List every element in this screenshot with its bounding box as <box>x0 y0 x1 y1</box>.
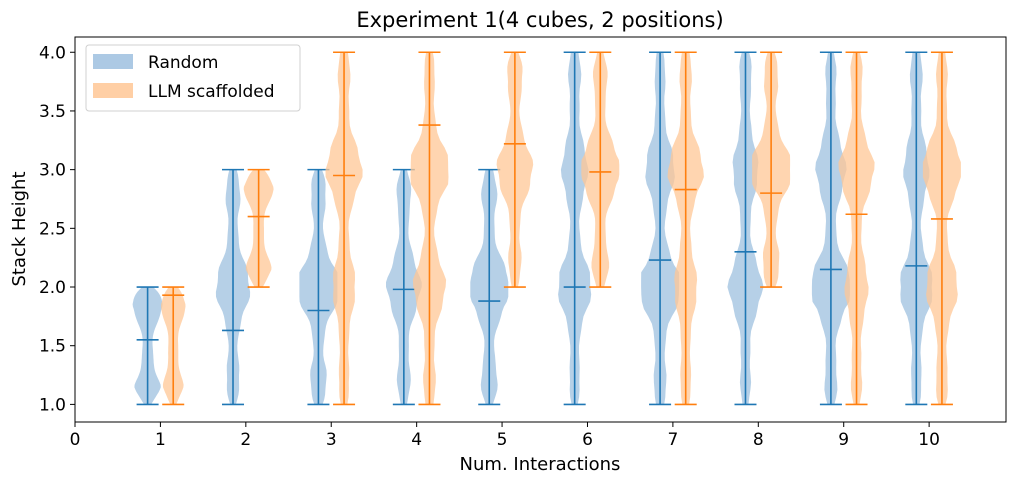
y-axis: 1.0 1.5 2.0 2.5 3.0 3.5 4.0 <box>39 43 75 415</box>
llm-legend-swatch <box>93 83 133 98</box>
x-tick-label: 8 <box>753 430 764 450</box>
random-violin-group <box>470 168 509 406</box>
plot-area <box>132 51 961 406</box>
random-violin-group <box>900 51 933 406</box>
x-tick-label: 7 <box>667 430 678 450</box>
random-violin-group <box>215 168 251 406</box>
random-violin-group <box>727 51 764 406</box>
x-tick-label: 1 <box>155 430 166 450</box>
y-tick-label: 3.5 <box>39 102 66 122</box>
random-legend-label: Random <box>148 53 218 73</box>
y-tick-label: 1.5 <box>39 337 66 357</box>
llm-violin-group <box>410 51 449 406</box>
y-axis-label: Stack Height <box>9 171 30 286</box>
random-violin-group <box>811 51 850 406</box>
llm-violin-group <box>838 51 875 406</box>
llm-violin-group <box>667 51 704 406</box>
x-tick-label: 3 <box>326 430 337 450</box>
plot-frame <box>74 36 1007 423</box>
llm-violin-group <box>752 51 791 288</box>
x-tick-label: 2 <box>240 430 251 450</box>
random-violin-group <box>132 286 163 406</box>
x-axis-label: Num. Interactions <box>460 454 621 475</box>
llm-violin-group <box>581 51 620 288</box>
random-violin-group <box>299 168 338 406</box>
y-tick-label: 4.0 <box>39 43 66 63</box>
random-violin-group <box>641 51 680 406</box>
llm-violin-group <box>243 168 274 288</box>
y-tick-label: 2.5 <box>39 219 66 239</box>
legend-box <box>85 44 301 112</box>
x-tick-label: 0 <box>70 430 81 450</box>
llm-violin-group <box>161 286 186 406</box>
x-axis: 0 1 2 3 4 5 6 7 8 9 10 <box>70 422 940 450</box>
random-violin-group <box>558 51 592 406</box>
x-tick-label: 10 <box>918 430 940 450</box>
legend: Random LLM scaffolded <box>85 44 301 112</box>
llm-legend-label: LLM scaffolded <box>148 82 275 102</box>
llm-violin-group <box>922 51 961 406</box>
x-tick-label: 5 <box>497 430 508 450</box>
y-tick-label: 3.0 <box>39 161 66 181</box>
random-legend-swatch <box>93 54 133 69</box>
y-tick-label: 1.0 <box>39 395 66 415</box>
chart-title: Experiment 1(4 cubes, 2 positions) <box>356 8 723 32</box>
x-tick-label: 4 <box>411 430 422 450</box>
llm-violin-group <box>496 51 534 288</box>
llm-violin-group <box>325 51 363 406</box>
y-tick-label: 2.0 <box>39 278 66 298</box>
x-tick-label: 6 <box>582 430 593 450</box>
x-tick-label: 9 <box>838 430 849 450</box>
